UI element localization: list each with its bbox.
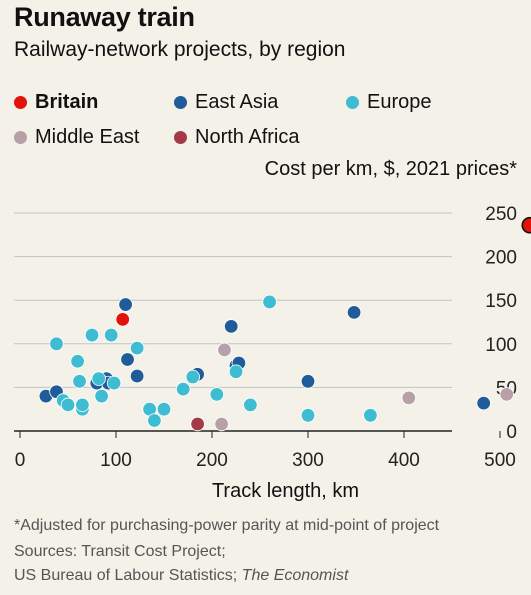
x-tick-label: 200 <box>196 450 228 470</box>
x-axis-label: Track length, km <box>211 480 360 502</box>
y-tick-label: 200 <box>485 248 517 269</box>
data-point-europe <box>84 327 100 343</box>
data-point-europe <box>91 371 106 386</box>
legend-item-east-asia: East Asia <box>174 91 278 114</box>
y-axis-label: Cost per km, $, 2021 prices* <box>264 158 517 180</box>
data-point-europe <box>363 408 378 423</box>
data-point-britain <box>115 312 130 327</box>
data-point-europe <box>103 327 119 343</box>
x-tick-label: 100 <box>100 450 132 470</box>
data-point-europe <box>175 381 191 397</box>
data-point-europe <box>72 374 87 389</box>
legend-label: East Asia <box>195 91 279 113</box>
data-point-europe <box>75 397 90 413</box>
legend-swatch-north-africa <box>174 131 187 144</box>
data-point-east-asia <box>476 395 491 411</box>
chart-title: Runaway train <box>14 2 195 32</box>
data-point-europe <box>106 375 122 391</box>
data-point-europe <box>129 340 145 356</box>
sources-line-2-text: US Bureau of Labour Statistics; <box>14 567 242 584</box>
legend-item-north-africa: North Africa <box>174 126 299 149</box>
data-point-europe <box>243 397 258 413</box>
data-point-europe <box>156 402 172 417</box>
data-point-europe <box>300 408 316 423</box>
data-point-europe <box>228 364 244 379</box>
data-point-middle-east <box>214 416 229 432</box>
data-point-east-asia <box>223 319 239 334</box>
data-point-europe <box>49 336 64 352</box>
y-tick-label: 100 <box>485 335 517 356</box>
data-point-europe <box>147 413 162 428</box>
legend-item-europe: Europe <box>346 91 432 114</box>
data-point-east-asia <box>300 374 316 389</box>
y-tick-label: 0 <box>506 422 517 443</box>
x-tick-label: 500 <box>484 450 516 470</box>
data-point-europe <box>60 397 76 413</box>
legend-label: Britain <box>35 91 99 113</box>
data-point-middle-east <box>217 342 232 358</box>
legend-item-middle-east: Middle East <box>14 126 140 149</box>
x-tick-label: 300 <box>292 450 324 470</box>
data-point-north-africa <box>190 416 205 432</box>
data-point-east-asia <box>129 368 145 384</box>
data-point-east-asia <box>346 305 362 320</box>
data-point-europe <box>70 354 85 369</box>
legend-label: Middle East <box>35 126 140 148</box>
scatter-plot: 0501001502002500100200300400500600HS2 <box>14 204 531 470</box>
y-tick-label: 150 <box>485 291 517 312</box>
sources-line-2: US Bureau of Labour Statistics; The Econ… <box>14 567 348 585</box>
data-point-middle-east <box>499 387 514 402</box>
x-tick-label: 0 <box>15 450 26 470</box>
chart-subtitle: Railway-network projects, by region <box>14 38 346 61</box>
x-tick-label: 400 <box>388 450 420 470</box>
legend-label: Europe <box>367 91 432 113</box>
y-tick-label: 250 <box>485 204 517 225</box>
legend-swatch-east-asia <box>174 96 187 109</box>
data-point-europe <box>262 294 277 310</box>
footnote: *Adjusted for purchasing-power parity at… <box>14 517 440 534</box>
legend-item-britain: Britain <box>14 91 98 114</box>
sources-economist: The Economist <box>241 567 349 584</box>
sources-line-1: Sources: Transit Cost Project; <box>14 543 226 560</box>
data-point-east-asia <box>120 352 135 367</box>
legend-swatch-middle-east <box>14 131 27 144</box>
legend-label: North Africa <box>195 126 300 148</box>
data-point-europe <box>185 369 201 385</box>
legend-swatch-britain <box>14 96 27 109</box>
data-point-east-asia <box>118 297 133 312</box>
legend-swatch-europe <box>346 96 359 109</box>
data-point-britain <box>521 216 531 234</box>
data-point-europe <box>209 387 225 402</box>
data-point-europe <box>94 388 109 404</box>
data-point-middle-east <box>401 390 417 406</box>
